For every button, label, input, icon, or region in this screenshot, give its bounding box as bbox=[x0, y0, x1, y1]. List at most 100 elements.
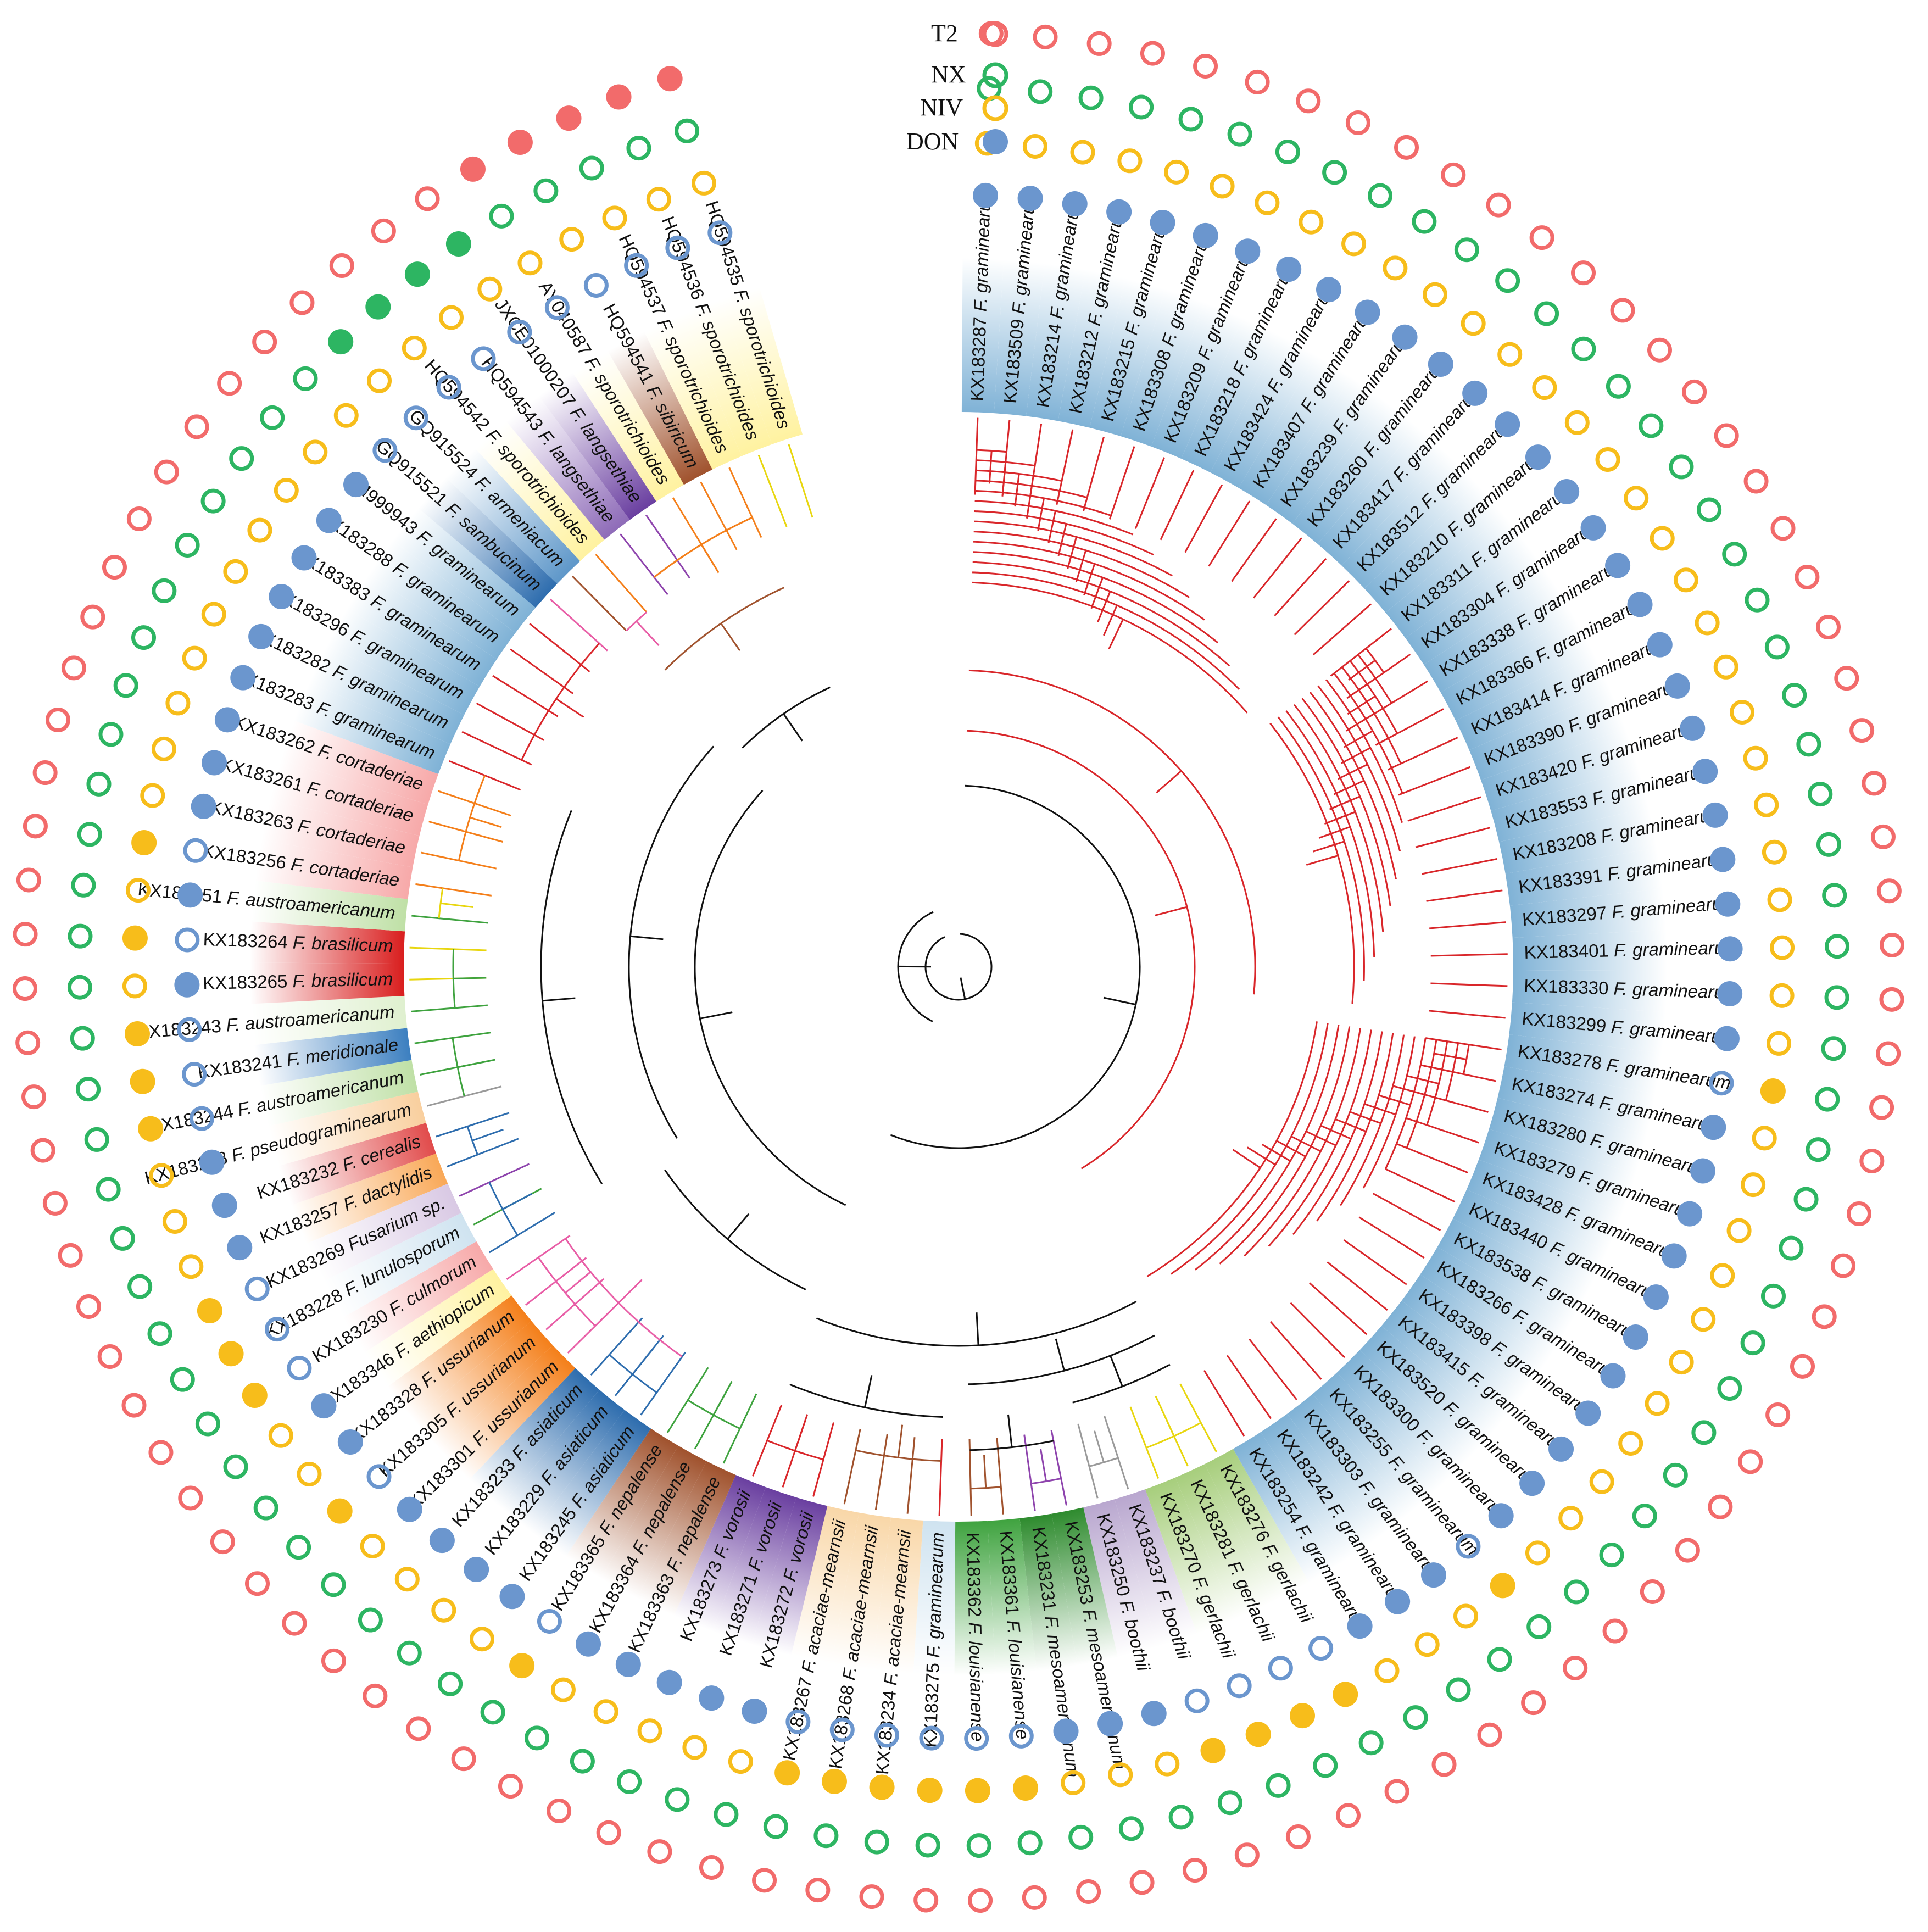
tip-label: KX183401 F. graminearum bbox=[1524, 937, 1740, 962]
branch bbox=[1290, 1302, 1346, 1358]
branch bbox=[1320, 1124, 1352, 1140]
toxin-marker-nx-absent bbox=[438, 1671, 463, 1696]
toxin-marker-nx-absent bbox=[71, 872, 96, 898]
toxin-marker-nx-absent bbox=[864, 1829, 889, 1855]
toxin-marker-don-present bbox=[1097, 1711, 1123, 1736]
toxin-marker-don-present bbox=[191, 793, 216, 819]
branch bbox=[1407, 796, 1481, 822]
toxin-marker-t2-absent bbox=[1738, 1449, 1763, 1474]
branch bbox=[466, 1126, 478, 1155]
toxin-rings bbox=[12, 21, 1905, 1913]
clade-band bbox=[1504, 1034, 1662, 1094]
clade-band bbox=[751, 1497, 828, 1656]
branch bbox=[1413, 1090, 1489, 1113]
clade-band bbox=[309, 645, 465, 744]
branch bbox=[664, 586, 785, 671]
toxin-marker-nx-absent bbox=[76, 1077, 101, 1102]
toxin-marker-t2-absent bbox=[1640, 1579, 1665, 1605]
branch bbox=[938, 1439, 943, 1516]
branch bbox=[645, 514, 691, 579]
toxin-marker-nx-absent bbox=[1217, 1790, 1242, 1816]
toxin-marker-niv-present bbox=[917, 1778, 943, 1803]
toxin-marker-nx-absent bbox=[70, 1026, 95, 1051]
toxin-marker-don-present bbox=[199, 1149, 225, 1175]
species-label: F. brasilicum bbox=[292, 932, 393, 955]
toxin-marker-t2-absent bbox=[415, 186, 440, 211]
toxin-marker-t2-absent bbox=[1384, 1779, 1409, 1804]
branch bbox=[1350, 1111, 1381, 1124]
toxin-marker-don-present bbox=[499, 1584, 525, 1610]
toxin-marker-niv-absent bbox=[728, 1749, 753, 1774]
toxin-marker-niv-absent bbox=[1650, 526, 1675, 551]
toxin-marker-nx-absent bbox=[68, 923, 93, 949]
toxin-marker-don-present bbox=[1017, 186, 1043, 211]
toxin-marker-t2-absent bbox=[46, 707, 71, 732]
toxin-marker-niv-absent bbox=[1383, 255, 1408, 281]
toxin-marker-niv-absent bbox=[1624, 486, 1649, 511]
legend-label-t2: T2 bbox=[931, 20, 958, 47]
branch bbox=[694, 789, 846, 1206]
clade-band bbox=[1233, 1432, 1345, 1583]
toxin-marker-niv-absent bbox=[1414, 1632, 1440, 1657]
toxin-marker-nx-absent bbox=[293, 366, 318, 391]
clade-band bbox=[369, 540, 516, 660]
branch bbox=[1056, 429, 1074, 505]
toxin-marker-nx-absent bbox=[1779, 1235, 1804, 1261]
accession-label: HQ594535 bbox=[702, 198, 750, 293]
toxin-marker-nx-absent bbox=[570, 1749, 595, 1774]
branch bbox=[1340, 1034, 1405, 1206]
toxin-marker-don-present bbox=[1680, 715, 1706, 741]
toxin-marker-don-present bbox=[1623, 1324, 1648, 1350]
toxin-marker-don-present bbox=[1316, 277, 1341, 303]
branch bbox=[742, 686, 831, 749]
legend-item-don: DON bbox=[906, 128, 1008, 155]
legend-marker-nx bbox=[982, 62, 1008, 88]
branch bbox=[1462, 1044, 1470, 1074]
toxin-marker-t2-absent bbox=[1790, 1354, 1815, 1379]
branch bbox=[1338, 764, 1368, 780]
toxin-marker-don-absent bbox=[624, 253, 649, 278]
toxin-marker-nx-absent bbox=[1017, 1830, 1043, 1856]
toxin-marker-t2-absent bbox=[1345, 110, 1370, 135]
branch bbox=[783, 713, 803, 742]
branch bbox=[1406, 1117, 1479, 1144]
toxin-marker-don-absent bbox=[785, 1709, 811, 1734]
toxin-marker-t2-absent bbox=[252, 329, 277, 354]
toxin-marker-nx-absent bbox=[286, 1535, 311, 1560]
toxin-marker-t2-absent bbox=[371, 218, 396, 243]
toxin-marker-t2-absent bbox=[1834, 666, 1859, 691]
toxin-marker-t2-absent bbox=[32, 760, 58, 786]
branch bbox=[864, 1375, 873, 1408]
toxin-marker-niv-absent bbox=[149, 1163, 174, 1188]
toxin-marker-nx-absent bbox=[77, 822, 102, 847]
toxin-marker-t2-absent bbox=[42, 1190, 68, 1216]
toxin-marker-nx-absent bbox=[358, 1607, 383, 1633]
clade-band bbox=[1026, 263, 1086, 421]
clade-band bbox=[475, 421, 605, 561]
branch bbox=[700, 481, 738, 550]
tip-label: KX183362 F. louisianense bbox=[963, 1532, 988, 1742]
toxin-marker-t2-absent bbox=[451, 1746, 476, 1772]
toxin-marker-nx-absent bbox=[1796, 732, 1821, 757]
clade-band bbox=[1469, 689, 1626, 781]
clade-band bbox=[249, 962, 405, 1004]
clade-band bbox=[1452, 1189, 1608, 1289]
toxin-marker-don-absent bbox=[583, 272, 609, 298]
clade-band bbox=[1364, 483, 1504, 613]
toxin-marker-don-present bbox=[1661, 1243, 1687, 1269]
clade-band bbox=[1051, 1507, 1118, 1666]
branch bbox=[1090, 577, 1104, 609]
toxin-marker-t2-absent bbox=[1743, 469, 1769, 494]
toxin-marker-don-absent bbox=[874, 1723, 899, 1748]
branch bbox=[1155, 906, 1188, 916]
toxin-marker-don-absent bbox=[1308, 1636, 1334, 1661]
branch bbox=[1226, 1355, 1272, 1419]
clade-band bbox=[987, 1518, 1037, 1675]
toxin-marker-t2-absent bbox=[1022, 1885, 1047, 1910]
branch bbox=[1347, 695, 1376, 715]
clade-band bbox=[250, 995, 408, 1045]
toxin-marker-niv-absent bbox=[1589, 1469, 1614, 1494]
toxin-marker-niv-absent bbox=[1673, 567, 1698, 593]
toxin-marker-nx-absent bbox=[1446, 1677, 1471, 1702]
toxin-marker-niv-absent bbox=[268, 1423, 293, 1448]
